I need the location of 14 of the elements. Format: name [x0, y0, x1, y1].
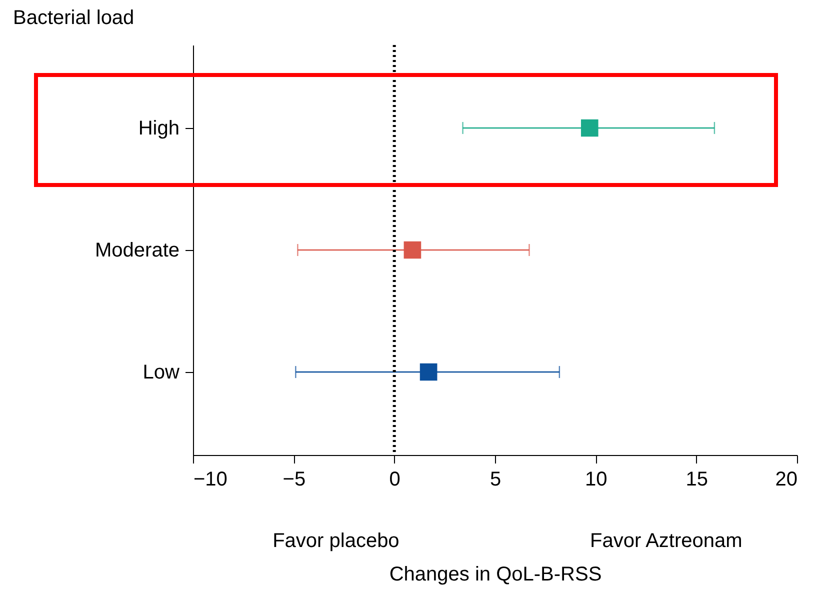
x-tick-label: −5	[282, 468, 306, 490]
text: Favor placebo	[272, 530, 400, 552]
x-tick-label: 10	[585, 468, 608, 490]
x-axis-title: Changes in QoL-B-RSS	[389, 564, 602, 586]
y-tick-label: Moderate	[95, 240, 180, 262]
y-tick-label: High	[138, 117, 180, 140]
y-axis-title: Bacterial load	[13, 7, 134, 29]
x-tick-label: 5	[490, 468, 502, 490]
x-tick-label: 20	[775, 468, 798, 490]
x-tick-label: 0	[389, 468, 400, 490]
text: Favor Aztreonam	[590, 530, 742, 552]
y-tick-label: Low	[142, 362, 180, 384]
x-tick-label: −10	[194, 468, 228, 490]
x-tick-label: 15	[686, 468, 708, 490]
